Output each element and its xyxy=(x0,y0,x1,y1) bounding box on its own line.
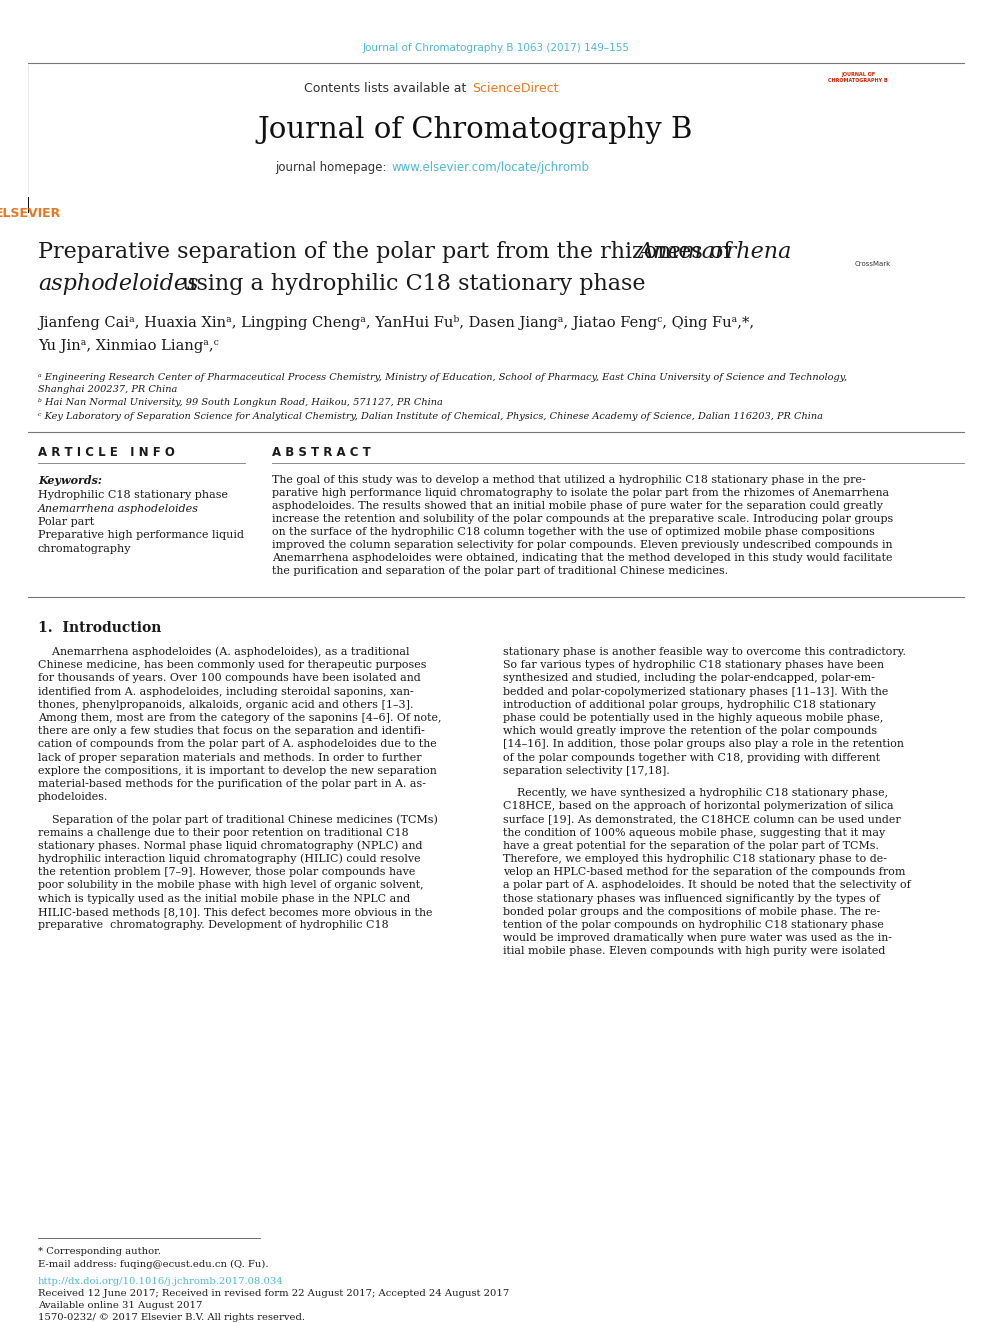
Text: ELSEVIER: ELSEVIER xyxy=(0,208,62,221)
Text: synthesized and studied, including the polar-endcapped, polar-em-: synthesized and studied, including the p… xyxy=(503,673,875,684)
Text: identified from A. asphodeloides, including steroidal saponins, xan-: identified from A. asphodeloides, includ… xyxy=(38,687,414,697)
Text: Separation of the polar part of traditional Chinese medicines (TCMs): Separation of the polar part of traditio… xyxy=(38,814,437,824)
Text: remains a challenge due to their poor retention on traditional C18: remains a challenge due to their poor re… xyxy=(38,828,409,837)
Text: surface [19]. As demonstrated, the C18HCE column can be used under: surface [19]. As demonstrated, the C18HC… xyxy=(503,815,901,824)
Text: which is typically used as the initial mobile phase in the NPLC and: which is typically used as the initial m… xyxy=(38,893,411,904)
Text: Among them, most are from the category of the saponins [4–6]. Of note,: Among them, most are from the category o… xyxy=(38,713,441,722)
Text: the purification and separation of the polar part of traditional Chinese medicin: the purification and separation of the p… xyxy=(272,566,728,576)
Text: ᵇ Hai Nan Normal University, 99 South Longkun Road, Haikou, 571127, PR China: ᵇ Hai Nan Normal University, 99 South Lo… xyxy=(38,398,442,407)
Text: asphodeloides. The results showed that an initial mobile phase of pure water for: asphodeloides. The results showed that a… xyxy=(272,501,883,511)
Text: explore the compositions, it is important to develop the new separation: explore the compositions, it is importan… xyxy=(38,766,436,775)
Text: improved the column separation selectivity for polar compounds. Eleven previousl: improved the column separation selectivi… xyxy=(272,540,893,550)
Text: tention of the polar compounds on hydrophilic C18 stationary phase: tention of the polar compounds on hydrop… xyxy=(503,919,884,930)
Text: material-based methods for the purification of the polar part in A. as-: material-based methods for the purificat… xyxy=(38,779,426,789)
Text: hydrophilic interaction liquid chromatography (HILIC) could resolve: hydrophilic interaction liquid chromatog… xyxy=(38,853,421,864)
Text: lack of proper separation materials and methods. In order to further: lack of proper separation materials and … xyxy=(38,753,422,762)
Text: Shanghai 200237, PR China: Shanghai 200237, PR China xyxy=(38,385,178,394)
Text: Received 12 June 2017; Received in revised form 22 August 2017; Accepted 24 Augu: Received 12 June 2017; Received in revis… xyxy=(38,1290,509,1298)
Text: ᶜ Key Laboratory of Separation Science for Analytical Chemistry, Dalian Institut: ᶜ Key Laboratory of Separation Science f… xyxy=(38,411,823,421)
Text: thones, phenylpropanoids, alkaloids, organic acid and others [1–3].: thones, phenylpropanoids, alkaloids, org… xyxy=(38,700,414,710)
Text: a polar part of A. asphodeloides. It should be noted that the selectivity of: a polar part of A. asphodeloides. It sho… xyxy=(503,880,911,890)
Text: Contents lists available at: Contents lists available at xyxy=(304,82,470,94)
Text: have a great potential for the separation of the polar part of TCMs.: have a great potential for the separatio… xyxy=(503,841,879,851)
Text: www.elsevier.com/locate/jchromb: www.elsevier.com/locate/jchromb xyxy=(392,161,590,175)
Text: introduction of additional polar groups, hydrophilic C18 stationary: introduction of additional polar groups,… xyxy=(503,700,876,710)
Text: velop an HPLC-based method for the separation of the compounds from: velop an HPLC-based method for the separ… xyxy=(503,867,906,877)
Text: 1.  Introduction: 1. Introduction xyxy=(38,620,162,635)
Text: Keywords:: Keywords: xyxy=(38,475,102,486)
Text: on the surface of the hydrophilic C18 column together with the use of optimized : on the surface of the hydrophilic C18 co… xyxy=(272,527,875,537)
Text: So far various types of hydrophilic C18 stationary phases have been: So far various types of hydrophilic C18 … xyxy=(503,660,884,671)
Text: cation of compounds from the polar part of A. asphodeloides due to the: cation of compounds from the polar part … xyxy=(38,740,436,749)
Text: Jianfeng Caiᵃ, Huaxia Xinᵃ, Lingping Chengᵃ, YanHui Fuᵇ, Dasen Jiangᵃ, Jiatao Fe: Jianfeng Caiᵃ, Huaxia Xinᵃ, Lingping Che… xyxy=(38,315,754,329)
Text: journal homepage:: journal homepage: xyxy=(275,161,390,175)
Text: Preparative separation of the polar part from the rhizomes of: Preparative separation of the polar part… xyxy=(38,241,739,263)
Text: http://dx.doi.org/10.1016/j.jchromb.2017.08.034: http://dx.doi.org/10.1016/j.jchromb.2017… xyxy=(38,1278,284,1286)
Text: ᵃ Engineering Research Center of Pharmaceutical Process Chemistry, Ministry of E: ᵃ Engineering Research Center of Pharmac… xyxy=(38,373,847,382)
Text: phase could be potentially used in the highly aqueous mobile phase,: phase could be potentially used in the h… xyxy=(503,713,883,722)
Text: Polar part: Polar part xyxy=(38,517,94,527)
Text: stationary phases. Normal phase liquid chromatography (NPLC) and: stationary phases. Normal phase liquid c… xyxy=(38,840,423,851)
Text: [14–16]. In addition, those polar groups also play a role in the retention: [14–16]. In addition, those polar groups… xyxy=(503,740,904,749)
Text: ScienceDirect: ScienceDirect xyxy=(472,82,558,94)
Text: chromatography: chromatography xyxy=(38,544,132,554)
Text: itial mobile phase. Eleven compounds with high purity were isolated: itial mobile phase. Eleven compounds wit… xyxy=(503,946,886,957)
Text: the retention problem [7–9]. However, those polar compounds have: the retention problem [7–9]. However, th… xyxy=(38,867,416,877)
Text: Yu Jinᵃ, Xinmiao Liangᵃ,ᶜ: Yu Jinᵃ, Xinmiao Liangᵃ,ᶜ xyxy=(38,339,219,353)
Text: Anemarrhena asphodeloides (A. asphodeloides), as a traditional: Anemarrhena asphodeloides (A. asphodeloi… xyxy=(38,647,410,658)
Text: Preparative high performance liquid: Preparative high performance liquid xyxy=(38,531,244,541)
Text: CrossMark: CrossMark xyxy=(855,262,892,267)
Text: Therefore, we employed this hydrophilic C18 stationary phase to de-: Therefore, we employed this hydrophilic … xyxy=(503,855,887,864)
Text: A B S T R A C T: A B S T R A C T xyxy=(272,446,371,459)
Text: bonded polar groups and the compositions of mobile phase. The re-: bonded polar groups and the compositions… xyxy=(503,906,880,917)
Text: Anemarrhena asphodeloides: Anemarrhena asphodeloides xyxy=(38,504,199,513)
Text: 1570-0232/ © 2017 Elsevier B.V. All rights reserved.: 1570-0232/ © 2017 Elsevier B.V. All righ… xyxy=(38,1314,305,1323)
Text: E-mail address: fuqing@ecust.edu.cn (Q. Fu).: E-mail address: fuqing@ecust.edu.cn (Q. … xyxy=(38,1259,269,1269)
Text: Hydrophilic C18 stationary phase: Hydrophilic C18 stationary phase xyxy=(38,490,228,500)
Text: Chinese medicine, has been commonly used for therapeutic purposes: Chinese medicine, has been commonly used… xyxy=(38,660,427,671)
Text: increase the retention and solubility of the polar compounds at the preparative : increase the retention and solubility of… xyxy=(272,515,893,524)
Text: would be improved dramatically when pure water was used as the in-: would be improved dramatically when pure… xyxy=(503,933,892,943)
Text: Recently, we have synthesized a hydrophilic C18 stationary phase,: Recently, we have synthesized a hydrophi… xyxy=(503,789,888,798)
Text: A R T I C L E   I N F O: A R T I C L E I N F O xyxy=(38,446,175,459)
Text: poor solubility in the mobile phase with high level of organic solvent,: poor solubility in the mobile phase with… xyxy=(38,880,424,890)
Text: HILIC-based methods [8,10]. This defect becomes more obvious in the: HILIC-based methods [8,10]. This defect … xyxy=(38,906,433,917)
Text: of the polar compounds together with C18, providing with different: of the polar compounds together with C18… xyxy=(503,753,880,762)
Text: Anemarrhena asphodeloides were obtained, indicating that the method developed in: Anemarrhena asphodeloides were obtained,… xyxy=(272,553,893,564)
Text: Journal of Chromatography B 1063 (2017) 149–155: Journal of Chromatography B 1063 (2017) … xyxy=(362,44,630,53)
Text: JOURNAL OF
CHROMATOGRAPHY B: JOURNAL OF CHROMATOGRAPHY B xyxy=(828,73,888,83)
Text: for thousands of years. Over 100 compounds have been isolated and: for thousands of years. Over 100 compoun… xyxy=(38,673,421,684)
Text: parative high performance liquid chromatography to isolate the polar part from t: parative high performance liquid chromat… xyxy=(272,488,889,497)
Text: preparative  chromatography. Development of hydrophilic C18: preparative chromatography. Development … xyxy=(38,919,389,930)
Text: Available online 31 August 2017: Available online 31 August 2017 xyxy=(38,1302,202,1311)
Text: The goal of this study was to develop a method that utilized a hydrophilic C18 s: The goal of this study was to develop a … xyxy=(272,475,866,486)
Text: there are only a few studies that focus on the separation and identifi-: there are only a few studies that focus … xyxy=(38,726,425,736)
Text: Anemarrhena: Anemarrhena xyxy=(638,241,793,263)
Text: using a hydrophilic C18 stationary phase: using a hydrophilic C18 stationary phase xyxy=(175,273,646,295)
Text: C18HCE, based on the approach of horizontal polymerization of silica: C18HCE, based on the approach of horizon… xyxy=(503,802,894,811)
Text: the condition of 100% aqueous mobile phase, suggesting that it may: the condition of 100% aqueous mobile pha… xyxy=(503,828,885,837)
Text: Journal of Chromatography B: Journal of Chromatography B xyxy=(257,116,692,144)
Text: those stationary phases was influenced significantly by the types of: those stationary phases was influenced s… xyxy=(503,893,880,904)
Text: phodeloides.: phodeloides. xyxy=(38,792,108,802)
Text: separation selectivity [17,18].: separation selectivity [17,18]. xyxy=(503,766,670,775)
Text: * Corresponding author.: * Corresponding author. xyxy=(38,1248,161,1257)
Text: bedded and polar-copolymerized stationary phases [11–13]. With the: bedded and polar-copolymerized stationar… xyxy=(503,687,889,697)
Text: asphodeloides: asphodeloides xyxy=(38,273,198,295)
Text: stationary phase is another feasible way to overcome this contradictory.: stationary phase is another feasible way… xyxy=(503,647,906,658)
Text: which would greatly improve the retention of the polar compounds: which would greatly improve the retentio… xyxy=(503,726,877,736)
